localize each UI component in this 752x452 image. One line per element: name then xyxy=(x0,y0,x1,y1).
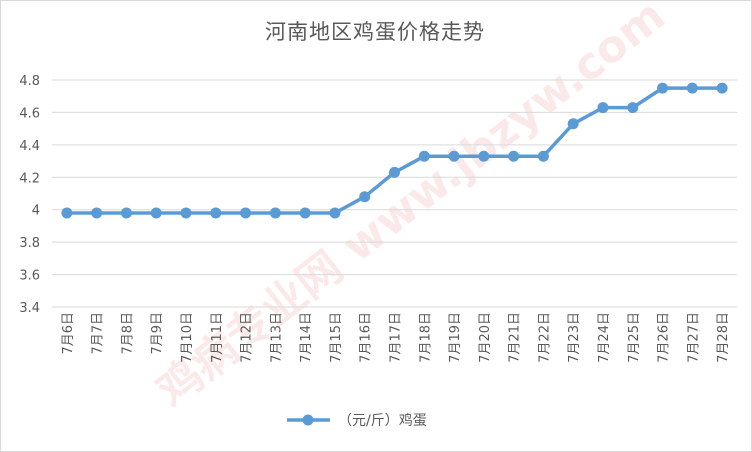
data-point xyxy=(180,207,192,219)
data-point xyxy=(448,150,460,162)
data-point xyxy=(686,82,698,94)
data-point xyxy=(269,207,281,219)
x-tick-label: 7月14日 xyxy=(299,312,314,363)
data-point xyxy=(627,102,639,114)
x-tick-label: 7月24日 xyxy=(597,312,612,363)
watermark-text: 鸡病专业网 www.jbzyw.com xyxy=(148,0,675,417)
x-tick-label: 7月7日 xyxy=(91,312,106,355)
x-tick-label: 7月10日 xyxy=(180,312,195,363)
data-point xyxy=(240,207,252,219)
x-tick-label: 7月16日 xyxy=(359,312,374,363)
y-tick-label: 4.6 xyxy=(19,106,40,121)
data-point xyxy=(716,82,728,94)
x-tick-label: 7月9日 xyxy=(150,312,165,355)
data-point xyxy=(389,166,400,178)
data-point xyxy=(508,150,520,162)
data-point xyxy=(537,150,549,162)
x-tick-label: 7月20日 xyxy=(478,312,493,363)
data-point xyxy=(418,150,430,162)
data-point xyxy=(329,207,341,219)
y-tick-label: 3.4 xyxy=(19,301,40,316)
data-point xyxy=(359,191,371,203)
x-tick-label: 7月6日 xyxy=(61,312,76,355)
x-tick-label: 7月18日 xyxy=(418,312,433,363)
y-tick-label: 4.8 xyxy=(19,74,40,89)
data-point xyxy=(120,207,132,219)
legend-marker xyxy=(302,414,314,426)
x-tick-label: 7月11日 xyxy=(210,312,225,363)
x-tick-label: 7月22日 xyxy=(537,312,552,363)
x-tick-label: 7月8日 xyxy=(120,312,135,355)
data-point xyxy=(299,207,311,219)
x-tick-label: 7月27日 xyxy=(686,312,701,363)
x-tick-label: 7月19日 xyxy=(448,312,463,363)
legend-label: （元/斤）鸡蛋 xyxy=(338,412,427,429)
x-tick-label: 7月21日 xyxy=(508,312,523,363)
data-point xyxy=(61,207,73,219)
y-tick-label: 4.4 xyxy=(19,139,40,154)
y-tick-label: 4 xyxy=(32,204,40,219)
y-tick-label: 3.8 xyxy=(19,236,40,251)
y-tick-label: 4.2 xyxy=(19,171,40,186)
x-tick-label: 7月13日 xyxy=(269,312,284,363)
x-tick-label: 7月28日 xyxy=(716,312,731,363)
x-tick-label: 7月17日 xyxy=(389,312,404,363)
data-point xyxy=(567,118,579,130)
data-point xyxy=(597,102,609,114)
x-tick-label: 7月26日 xyxy=(657,312,672,363)
x-tick-label: 7月12日 xyxy=(240,312,255,363)
legend: （元/斤）鸡蛋 xyxy=(287,412,427,429)
x-tick-label: 7月25日 xyxy=(627,312,642,363)
data-point xyxy=(150,207,162,219)
data-point xyxy=(91,207,103,219)
x-tick-label: 7月23日 xyxy=(567,312,582,363)
chart-title: 河南地区鸡蛋价格走势 xyxy=(265,20,485,44)
data-point xyxy=(657,82,669,94)
y-tick-label: 3.6 xyxy=(19,269,40,284)
x-tick-label: 7月15日 xyxy=(329,312,344,363)
data-point xyxy=(210,207,222,219)
data-point xyxy=(478,150,490,162)
